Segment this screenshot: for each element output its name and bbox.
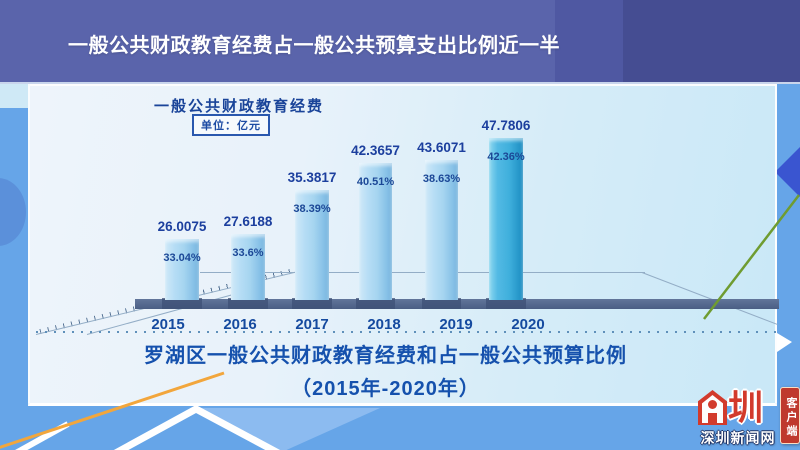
year-label-2019: 2019 bbox=[439, 316, 473, 333]
value-label-2016: 27.6188 bbox=[223, 214, 273, 229]
banner-underline bbox=[0, 82, 800, 84]
year-label-2017: 2017 bbox=[295, 316, 329, 333]
house-icon bbox=[698, 390, 727, 425]
caption-line2: （2015年-2020年） bbox=[291, 378, 480, 400]
right-white-triangle bbox=[777, 333, 792, 352]
caption-line1: 罗湖区一般公共财政教育经费和占一般公共预算比例 bbox=[144, 345, 627, 367]
bar-2020 bbox=[489, 138, 523, 300]
bar-2017 bbox=[295, 190, 329, 300]
unit-label: 单位：亿元 bbox=[192, 114, 270, 136]
year-label-2016: 2016 bbox=[223, 316, 257, 333]
bar-shadow-2019 bbox=[422, 298, 461, 309]
year-label-2020: 2020 bbox=[511, 316, 545, 333]
right-diamond-shape bbox=[775, 147, 800, 197]
bar-shadow-2016 bbox=[228, 298, 268, 309]
year-label-2018: 2018 bbox=[367, 316, 401, 333]
percent-label-2017: 38.39% bbox=[293, 203, 331, 215]
percent-label-2020: 42.36% bbox=[487, 151, 525, 163]
bar-shadow-2018 bbox=[356, 298, 395, 309]
client-app-badge: 客户端 bbox=[780, 387, 800, 444]
bar-2016 bbox=[231, 234, 265, 300]
left-circle-shape bbox=[0, 178, 26, 246]
value-label-2019: 43.6071 bbox=[417, 140, 466, 155]
white-corner-line bbox=[15, 421, 70, 450]
shenzhen-news-logo: 圳 深圳新闻网 客户端 bbox=[696, 387, 800, 450]
percent-label-2015: 33.04% bbox=[163, 252, 201, 264]
bar-2019 bbox=[425, 160, 458, 300]
bar-shadow-2020 bbox=[486, 298, 526, 309]
value-label-2020: 47.7806 bbox=[481, 118, 531, 133]
logo-site-name: 深圳新闻网 bbox=[700, 430, 776, 446]
white-zigzag-line bbox=[113, 405, 281, 450]
floor-front-dotted-line bbox=[36, 331, 777, 333]
logo-glyph: 圳 bbox=[728, 389, 764, 428]
value-label-2015: 26.0075 bbox=[157, 219, 207, 234]
percent-label-2016: 33.6% bbox=[232, 247, 264, 259]
chart-title: 一般公共财政教育经费 bbox=[154, 99, 325, 115]
chart-card: 一般公共财政教育经费 单位：亿元 26.0075 33.04% 2015 27.618… bbox=[28, 84, 779, 406]
logo-mark: 圳 bbox=[698, 389, 764, 428]
floor-back-edge-line bbox=[200, 272, 645, 273]
percent-label-2018: 40.51% bbox=[356, 176, 395, 188]
bar-shadow-2015 bbox=[162, 298, 202, 309]
bar-shadow-2017 bbox=[292, 298, 332, 309]
left-cyan-strip bbox=[0, 84, 28, 108]
banner-segment-mid bbox=[555, 0, 623, 82]
news-banner: 一般公共财政教育经费占一般公共预算支出比例近一半 bbox=[0, 0, 800, 82]
bottom-light-triangle bbox=[190, 408, 380, 450]
percent-label-2019: 38.63% bbox=[422, 173, 461, 185]
bar-2015 bbox=[165, 239, 199, 300]
value-label-2018: 42.3657 bbox=[351, 143, 400, 158]
bar-2018 bbox=[359, 163, 392, 300]
banner-segment-right bbox=[623, 0, 800, 82]
value-label-2017: 35.3817 bbox=[287, 170, 337, 185]
chart-caption: 罗湖区一般公共财政教育经费和占一般公共预算比例 （2015年-2020年） bbox=[13, 339, 758, 401]
year-label-2015: 2015 bbox=[151, 316, 185, 333]
banner-headline: 一般公共财政教育经费占一般公共预算支出比例近一半 bbox=[68, 35, 560, 57]
